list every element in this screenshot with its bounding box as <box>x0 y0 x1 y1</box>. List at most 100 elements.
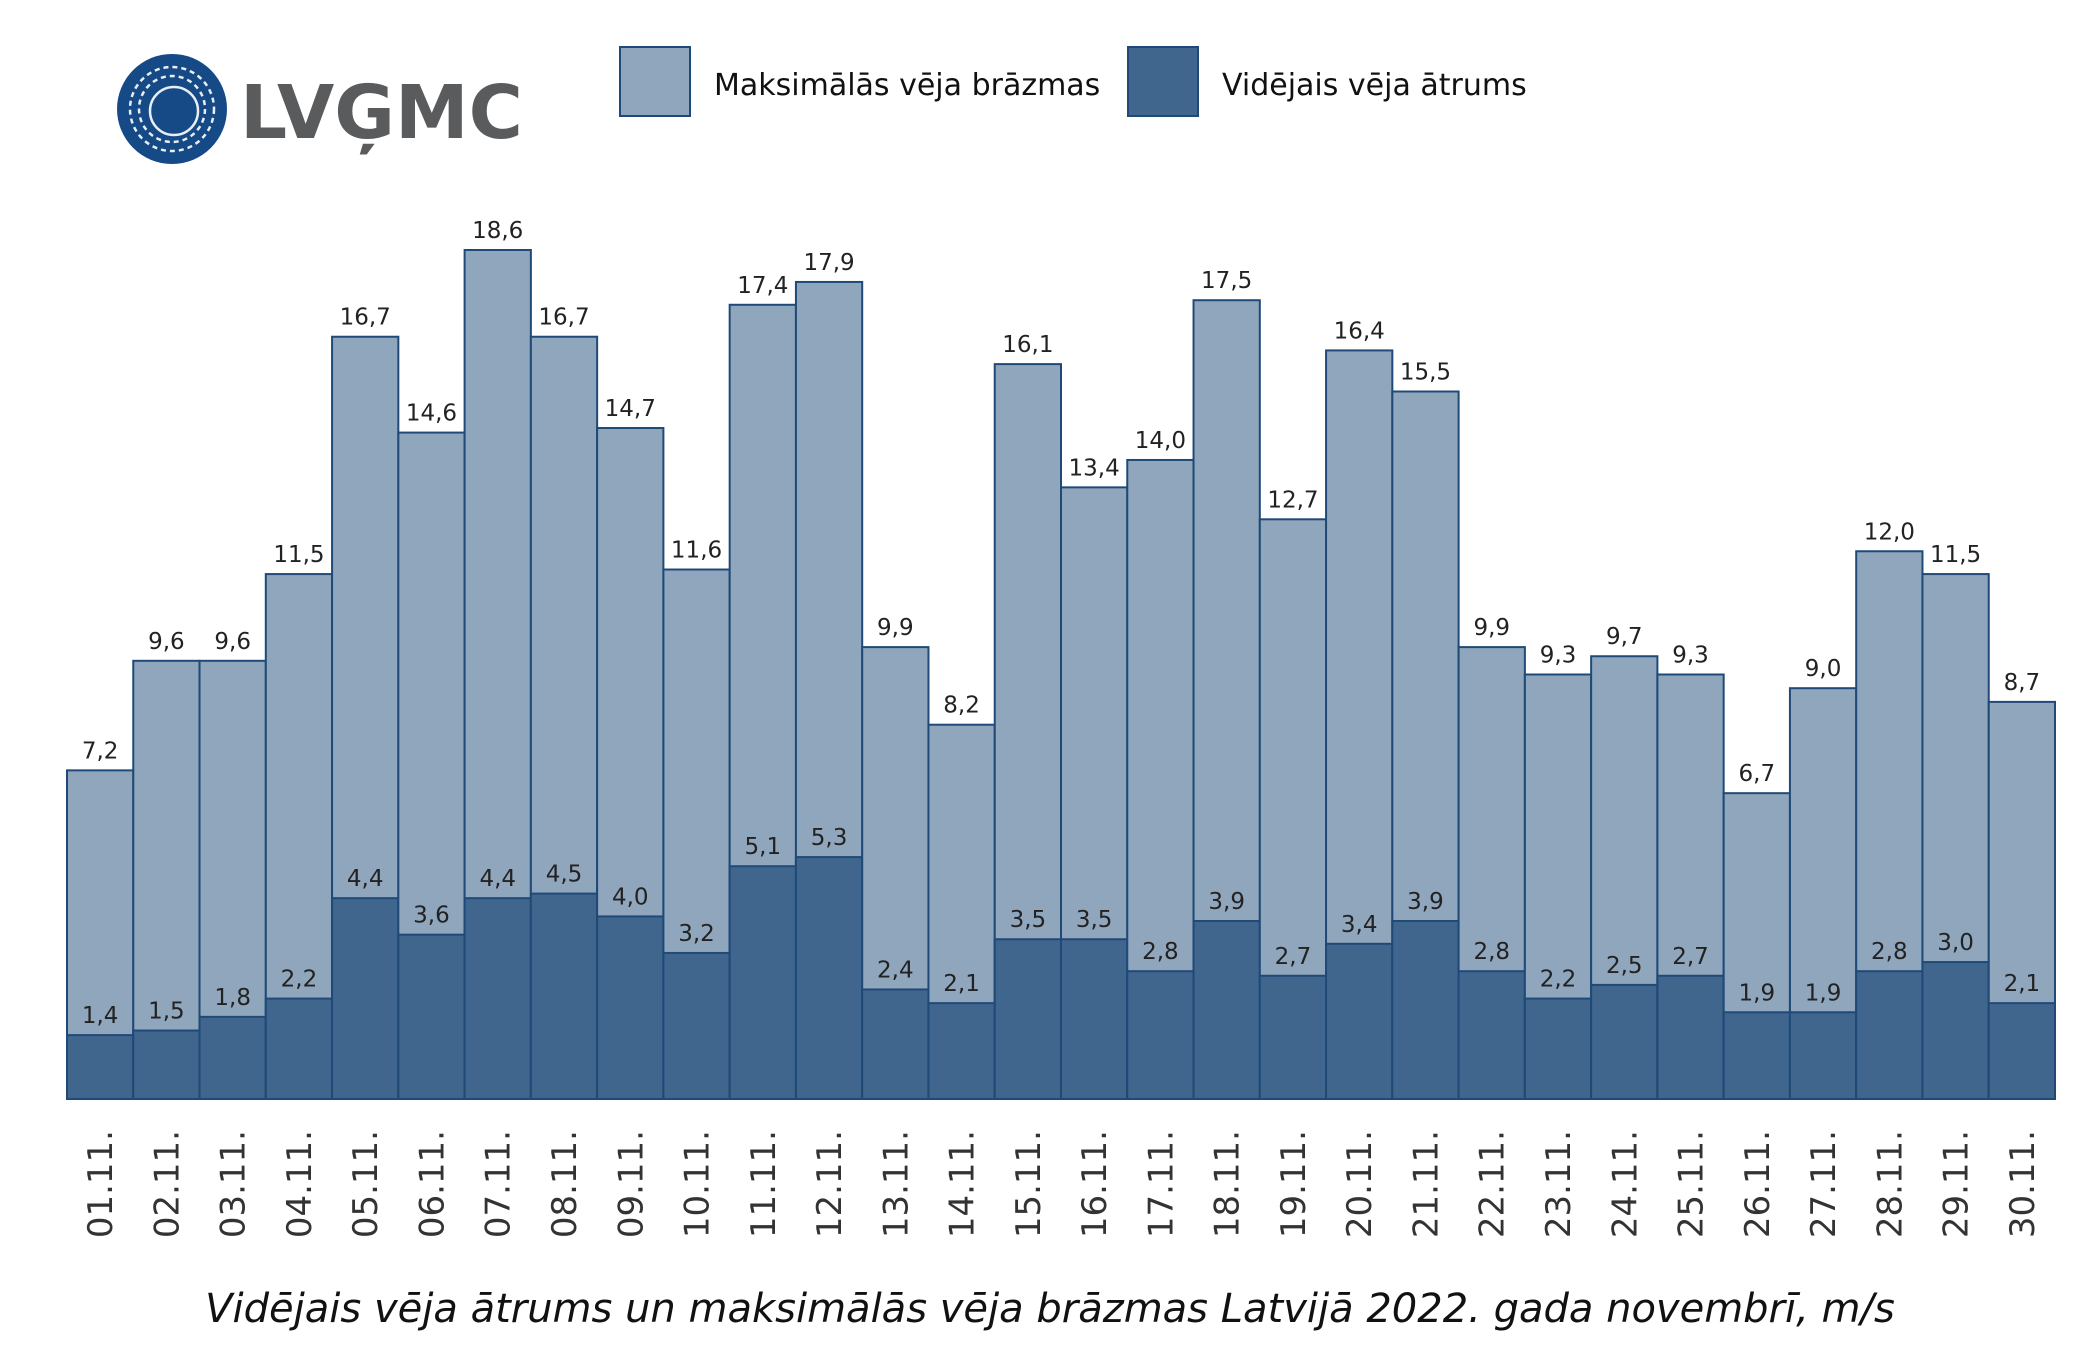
x-tick-label: 02.11. <box>147 1130 187 1238</box>
bar-avg-speed <box>728 865 797 1100</box>
x-tick-label: 06.11. <box>412 1130 452 1238</box>
x-tick-label: 17.11. <box>1141 1130 1181 1238</box>
x-tick-label: 30.11. <box>2003 1130 2043 1238</box>
data-label-avg-speed: 1,4 <box>82 1003 119 1029</box>
data-label-max-gust: 12,0 <box>1864 519 1915 545</box>
x-tick-label: 05.11. <box>346 1130 386 1238</box>
legend-label-max: Maksimālās vēja brāzmas <box>714 68 1100 103</box>
bar-avg-speed <box>1722 1011 1791 1100</box>
x-tick-label: 04.11. <box>280 1130 320 1238</box>
bar-avg-speed <box>463 897 532 1101</box>
x-tick-label: 15.11. <box>1009 1130 1049 1238</box>
x-tick-label: 20.11. <box>1340 1130 1380 1238</box>
data-label-max-gust: 16,7 <box>340 305 391 331</box>
data-label-avg-speed: 1,9 <box>1805 980 1842 1006</box>
data-label-avg-speed: 4,4 <box>479 866 516 892</box>
bar-avg-speed <box>1921 961 1990 1100</box>
bar-avg-speed <box>1457 970 1526 1100</box>
bar-avg-speed <box>1523 997 1593 1100</box>
x-tick-label: 13.11. <box>876 1130 916 1238</box>
data-label-avg-speed: 4,0 <box>612 884 649 910</box>
bar-avg-speed <box>529 892 599 1101</box>
data-label-max-gust: 9,9 <box>877 615 914 641</box>
data-label-avg-speed: 3,5 <box>1076 907 1113 933</box>
data-label-max-gust: 16,7 <box>538 305 589 331</box>
x-tick-label: 28.11. <box>1870 1130 1910 1238</box>
data-label-avg-speed: 2,1 <box>943 971 980 997</box>
x-tick-label: 29.11. <box>1937 1130 1977 1238</box>
data-label-avg-speed: 2,2 <box>281 967 318 993</box>
data-label-max-gust: 17,9 <box>803 250 854 276</box>
data-label-max-gust: 17,5 <box>1201 268 1252 294</box>
data-label-avg-speed: 2,8 <box>1142 939 1179 965</box>
bar-avg-speed <box>1126 970 1195 1100</box>
data-label-max-gust: 9,6 <box>148 629 185 655</box>
data-label-max-gust: 9,3 <box>1540 643 1577 669</box>
data-label-avg-speed: 2,5 <box>1606 953 1643 979</box>
data-label-max-gust: 14,7 <box>605 396 656 422</box>
data-label-avg-speed: 2,2 <box>1540 967 1577 993</box>
data-label-avg-speed: 2,7 <box>1672 944 1709 970</box>
data-label-max-gust: 7,2 <box>82 738 119 764</box>
bar-avg-speed <box>264 997 334 1100</box>
x-tick-label: 26.11. <box>1738 1130 1778 1238</box>
x-tick-label: 08.11. <box>545 1130 585 1238</box>
data-label-avg-speed: 2,8 <box>1871 939 1908 965</box>
data-label-max-gust: 11,5 <box>273 542 324 568</box>
x-tick-label: 03.11. <box>214 1130 254 1238</box>
bars: 7,2 1,4 9,6 1,5 9,6 1,8 11,5 2,2 16,7 4,4 14,6 3,6 1… <box>66 218 2056 1101</box>
x-tick-label: 21.11. <box>1406 1130 1446 1238</box>
data-label-max-gust: 8,2 <box>943 693 980 719</box>
data-label-max-gust: 16,1 <box>1002 332 1053 358</box>
data-label-avg-speed: 2,1 <box>2004 971 2041 997</box>
bar-avg-speed <box>1325 942 1394 1100</box>
data-label-avg-speed: 3,2 <box>678 921 715 947</box>
data-label-avg-speed: 1,9 <box>1739 980 1776 1006</box>
data-label-avg-speed: 2,8 <box>1473 939 1510 965</box>
bar-avg-speed <box>1391 919 1460 1101</box>
data-label-max-gust: 9,6 <box>214 629 251 655</box>
legend-swatch-avg <box>1127 46 1199 117</box>
bar-avg-speed <box>1060 938 1129 1101</box>
bar-avg-speed <box>1855 970 1924 1100</box>
data-label-max-gust: 12,7 <box>1267 487 1318 513</box>
bar-avg-speed <box>397 933 466 1101</box>
bar-avg-speed <box>1788 1011 1858 1100</box>
x-tick-label: 19.11. <box>1274 1130 1314 1238</box>
x-tick-label: 01.11. <box>81 1130 121 1238</box>
x-tick-label: 27.11. <box>1804 1130 1844 1238</box>
data-label-avg-speed: 5,3 <box>811 825 848 851</box>
bar-avg-speed <box>66 1034 135 1101</box>
bar-avg-speed <box>198 1015 267 1100</box>
bar-avg-speed <box>596 915 665 1101</box>
data-label-max-gust: 18,6 <box>472 218 523 244</box>
bar-avg-speed <box>993 938 1063 1101</box>
logo: LVĢMC <box>117 54 523 164</box>
x-tick-label: 25.11. <box>1672 1130 1712 1238</box>
data-label-max-gust: 15,5 <box>1400 360 1451 386</box>
data-label-max-gust: 14,0 <box>1135 428 1186 454</box>
x-tick-label: 09.11. <box>611 1130 651 1238</box>
data-label-max-gust: 16,4 <box>1334 318 1385 344</box>
bar-avg-speed <box>1590 983 1659 1100</box>
bar-avg-speed <box>662 951 731 1100</box>
data-label-avg-speed: 2,4 <box>877 957 914 983</box>
data-label-max-gust: 14,6 <box>406 401 457 427</box>
data-label-max-gust: 6,7 <box>1739 761 1776 787</box>
legend-swatch-max <box>619 46 691 117</box>
legend: Maksimālās vēja brāzmas Vidējais vēja āt… <box>619 46 1527 117</box>
x-tick-label: 16.11. <box>1075 1130 1115 1238</box>
data-label-avg-speed: 3,5 <box>1010 907 1047 933</box>
data-label-max-gust: 9,0 <box>1805 656 1842 682</box>
x-tick-label: 22.11. <box>1473 1130 1513 1238</box>
data-label-max-gust: 17,4 <box>737 273 788 299</box>
x-tick-label: 18.11. <box>1208 1130 1248 1238</box>
chart-title: Vidējais vēja ātrums un maksimālās vēja … <box>205 1286 1895 1332</box>
data-label-max-gust: 9,9 <box>1473 615 1510 641</box>
data-label-max-gust: 8,7 <box>2004 670 2041 696</box>
x-tick-label: 24.11. <box>1605 1130 1645 1238</box>
logo-text: LVĢMC <box>240 70 523 156</box>
data-label-avg-speed: 2,7 <box>1275 944 1312 970</box>
data-label-avg-speed: 1,5 <box>148 999 185 1025</box>
